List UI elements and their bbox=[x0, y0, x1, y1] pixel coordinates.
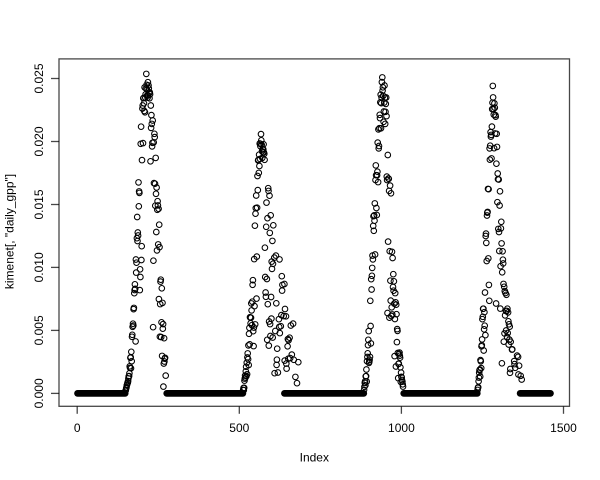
svg-text:0.005: 0.005 bbox=[32, 315, 46, 345]
svg-text:0.020: 0.020 bbox=[32, 126, 46, 156]
svg-text:kimenet[, "daily_gpp"]: kimenet[, "daily_gpp"] bbox=[3, 174, 17, 289]
svg-text:0.025: 0.025 bbox=[32, 63, 46, 93]
svg-text:0: 0 bbox=[74, 421, 81, 435]
svg-text:0.010: 0.010 bbox=[32, 252, 46, 282]
svg-text:0.015: 0.015 bbox=[32, 189, 46, 219]
svg-text:1000: 1000 bbox=[388, 421, 415, 435]
svg-text:1500: 1500 bbox=[550, 421, 577, 435]
svg-text:Index: Index bbox=[300, 450, 329, 464]
svg-text:0.000: 0.000 bbox=[32, 378, 46, 408]
svg-text:500: 500 bbox=[229, 421, 249, 435]
